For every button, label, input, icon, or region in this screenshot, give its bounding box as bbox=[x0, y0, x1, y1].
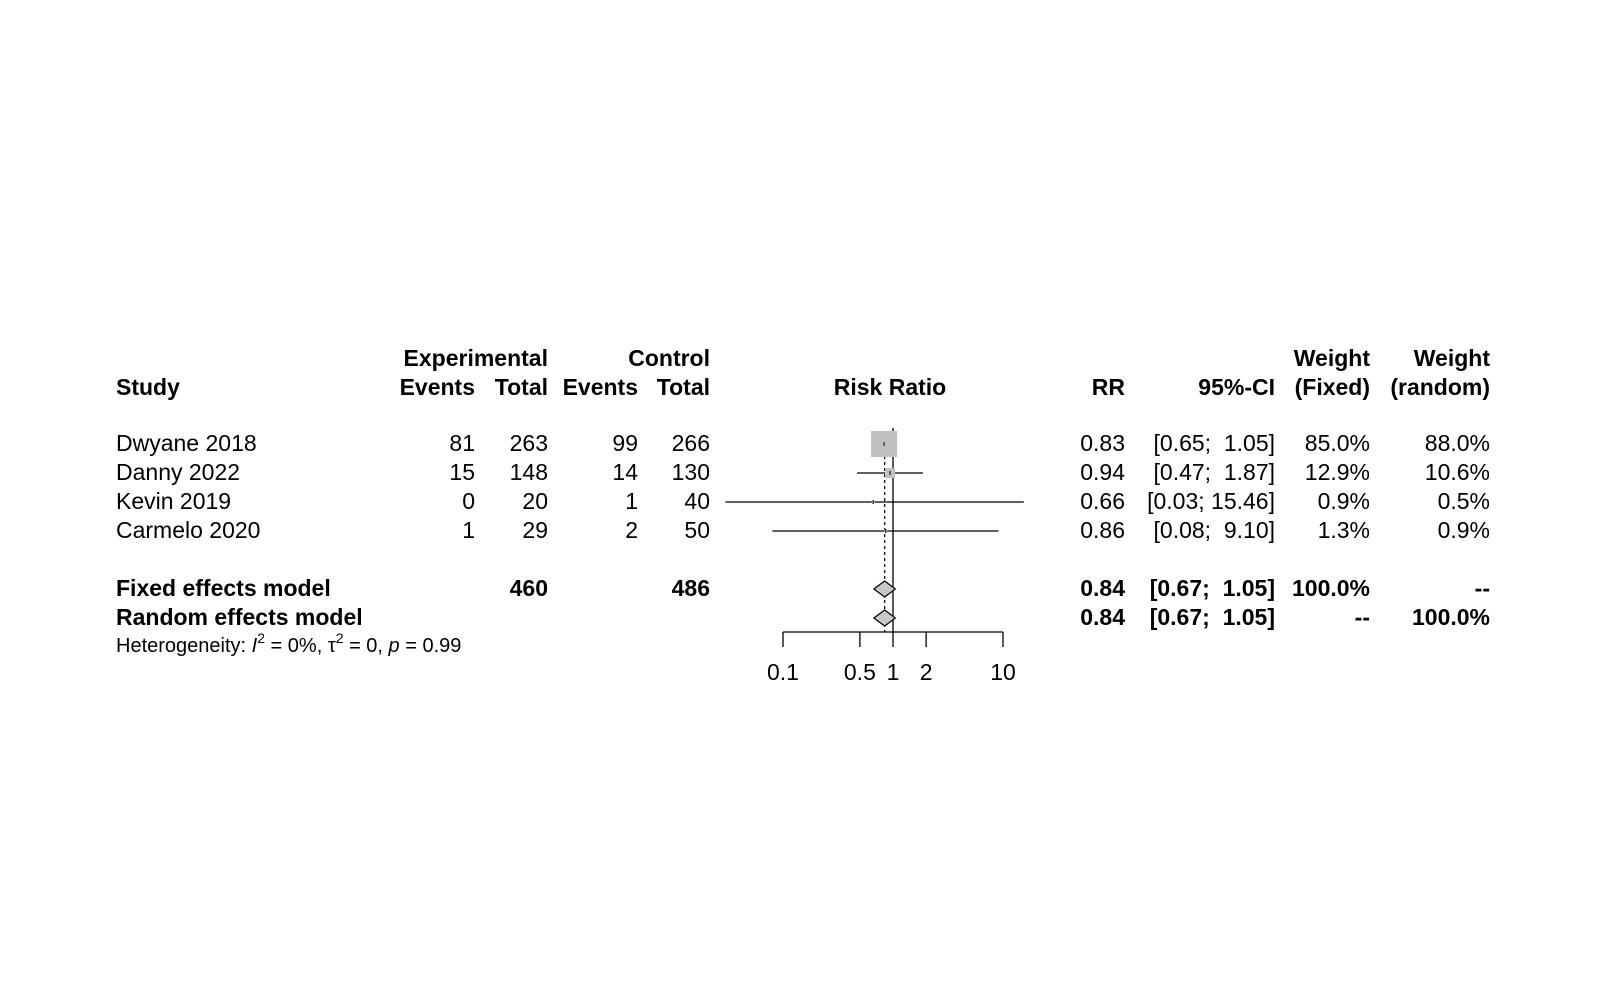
rr-value: 0.84 bbox=[1080, 604, 1125, 630]
weight-random: 10.6% bbox=[1424, 459, 1490, 485]
ci-value: [0.67; 1.05] bbox=[1149, 575, 1275, 601]
ctrl-total: 130 bbox=[671, 459, 710, 485]
weight-fixed: 85.0% bbox=[1304, 430, 1370, 456]
exp-total: 20 bbox=[522, 488, 548, 514]
i-squared-value: = 0%, bbox=[265, 635, 328, 657]
header-risk-ratio: Risk Ratio bbox=[833, 374, 947, 400]
weight-random: 88.0% bbox=[1424, 430, 1490, 456]
weight-fixed: 12.9% bbox=[1304, 459, 1370, 485]
ci-value: [0.67; 1.05] bbox=[1149, 604, 1275, 630]
study-name: Kevin 2019 bbox=[116, 488, 232, 514]
heterogeneity-text: Heterogeneity: I2 = 0%, τ2 = 0, p = 0.99 bbox=[116, 631, 462, 658]
exp-events: 15 bbox=[449, 459, 475, 485]
heterogeneity-prefix: Heterogeneity: bbox=[116, 635, 252, 657]
header-control: Control bbox=[628, 345, 710, 371]
exp-events: 1 bbox=[462, 517, 475, 543]
header-rr: RR bbox=[1091, 374, 1125, 400]
header-weight-fixed: Weight bbox=[1293, 345, 1370, 371]
header-fixed: (Fixed) bbox=[1294, 374, 1370, 400]
exp-total: 148 bbox=[509, 459, 548, 485]
x-tick-label: 0.5 bbox=[844, 659, 876, 685]
weight-fixed: -- bbox=[1354, 604, 1370, 630]
study-name: Danny 2022 bbox=[116, 459, 241, 485]
p-symbol: p bbox=[388, 635, 400, 657]
i-squared-symbol: I bbox=[251, 635, 258, 657]
header-experimental: Experimental bbox=[403, 345, 548, 371]
weight-fixed: 1.3% bbox=[1317, 517, 1370, 543]
weight-fixed: 0.9% bbox=[1317, 488, 1370, 514]
weight-fixed: 100.0% bbox=[1291, 575, 1370, 601]
x-tick-label: 2 bbox=[920, 659, 933, 685]
rr-value: 0.94 bbox=[1080, 459, 1125, 485]
header-exp-total: Total bbox=[494, 374, 548, 400]
ci-value: [0.65; 1.05] bbox=[1153, 430, 1275, 456]
tau-sup: 2 bbox=[335, 630, 344, 646]
header-study: Study bbox=[116, 374, 180, 400]
header-exp-events: Events bbox=[399, 374, 475, 400]
exp-total: 460 bbox=[509, 575, 548, 601]
exp-total: 29 bbox=[522, 517, 548, 543]
header-weight-random: Weight bbox=[1413, 345, 1490, 371]
ctrl-total: 486 bbox=[671, 575, 710, 601]
rr-value: 0.83 bbox=[1080, 430, 1125, 456]
x-tick-label: 10 bbox=[990, 659, 1016, 685]
exp-total: 263 bbox=[509, 430, 548, 456]
ctrl-total: 50 bbox=[684, 517, 710, 543]
model-name: Fixed effects model bbox=[116, 575, 331, 601]
header-ctrl-events: Events bbox=[562, 374, 638, 400]
p-value: = 0.99 bbox=[399, 635, 462, 657]
ctrl-events: 14 bbox=[612, 459, 638, 485]
rr-value: 0.66 bbox=[1080, 488, 1125, 514]
header-ci: 95%-CI bbox=[1198, 374, 1275, 400]
x-tick-label: 0.1 bbox=[767, 659, 799, 685]
tau-symbol: τ bbox=[327, 635, 336, 657]
weight-random: 0.5% bbox=[1437, 488, 1490, 514]
header-ctrl-total: Total bbox=[656, 374, 710, 400]
tau-value: = 0, bbox=[343, 635, 389, 657]
exp-events: 81 bbox=[449, 430, 475, 456]
ci-value: [0.03; 15.46] bbox=[1147, 488, 1275, 514]
study-name: Carmelo 2020 bbox=[116, 517, 261, 543]
weight-random: 0.9% bbox=[1437, 517, 1490, 543]
i-squared-sup: 2 bbox=[257, 630, 265, 646]
random-effect-diamond bbox=[872, 609, 897, 627]
fixed-effect-diamond bbox=[872, 580, 897, 598]
weight-random: -- bbox=[1474, 575, 1490, 601]
exp-events: 0 bbox=[462, 488, 475, 514]
ctrl-events: 1 bbox=[625, 488, 638, 514]
ci-value: [0.47; 1.87] bbox=[1153, 459, 1275, 485]
ctrl-total: 266 bbox=[671, 430, 710, 456]
rr-value: 0.86 bbox=[1080, 517, 1125, 543]
x-tick-label: 1 bbox=[887, 659, 900, 685]
ctrl-total: 40 bbox=[684, 488, 710, 514]
ctrl-events: 2 bbox=[625, 517, 638, 543]
ctrl-events: 99 bbox=[612, 430, 638, 456]
model-name: Random effects model bbox=[116, 604, 363, 630]
weight-random: 100.0% bbox=[1411, 604, 1490, 630]
header-random: (random) bbox=[1390, 374, 1490, 400]
study-name: Dwyane 2018 bbox=[116, 430, 257, 456]
ci-value: [0.08; 9.10] bbox=[1153, 517, 1275, 543]
rr-value: 0.84 bbox=[1080, 575, 1125, 601]
